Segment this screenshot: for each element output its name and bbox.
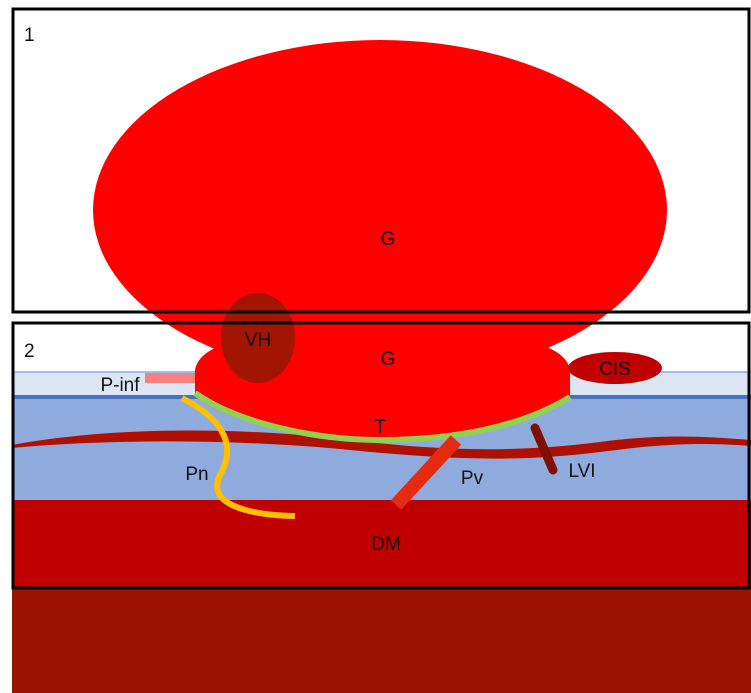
p-inf-mark (145, 373, 195, 383)
tumor-body (93, 40, 667, 380)
diagram: 1 2 G G VH CIS P-inf T Pn Pv LVI DM (0, 0, 751, 693)
label: Pn (185, 464, 208, 485)
label: LVI (568, 461, 595, 482)
label: G (381, 349, 396, 370)
label: CIS (599, 359, 631, 380)
label: DM (371, 534, 401, 555)
panel-label: 2 (24, 341, 35, 362)
panel-label: 1 (24, 25, 35, 46)
label: T (374, 417, 386, 438)
label: VH (245, 330, 271, 351)
deep-layer (12, 588, 751, 693)
label: Pv (461, 468, 484, 489)
label: G (381, 229, 396, 250)
label: P-inf (100, 375, 140, 396)
